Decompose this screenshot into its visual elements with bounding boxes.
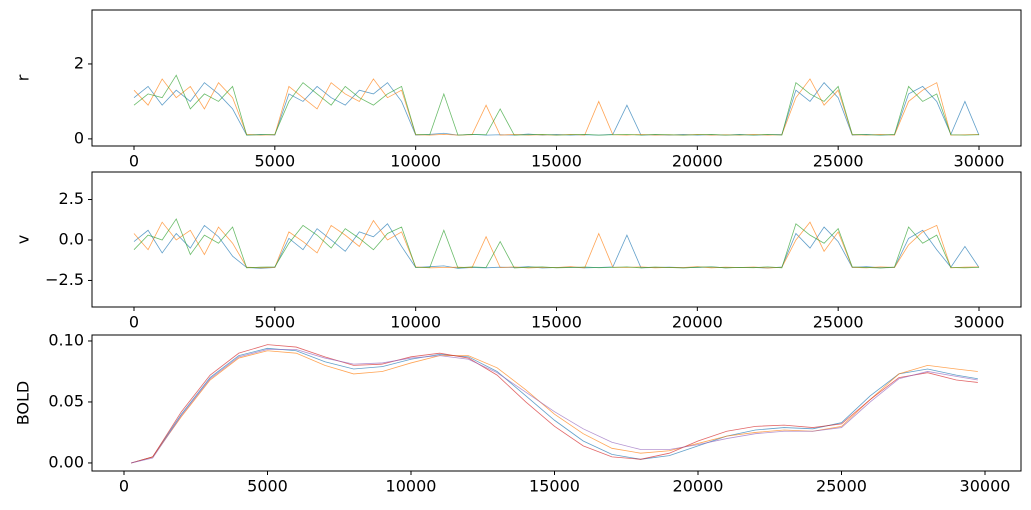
series-line (133, 219, 980, 269)
series-line (133, 223, 980, 269)
axes-frame (91, 9, 1022, 147)
series-line (131, 349, 978, 464)
x-tick-label: 20000 (673, 477, 724, 496)
x-tick-label: 0 (129, 313, 139, 332)
x-tick-label: 25000 (813, 152, 864, 171)
x-tick-label: 25000 (816, 477, 867, 496)
x-tick-label: 5000 (254, 313, 295, 332)
x-tick-label: 5000 (247, 477, 288, 496)
x-tick-label: 30000 (960, 477, 1011, 496)
y-axis-label: BOLD (14, 381, 33, 426)
y-tick-label: 0.10 (48, 330, 84, 349)
y-tick-label: 2 (74, 53, 84, 72)
x-tick-label: 15000 (531, 152, 582, 171)
series-line (133, 74, 980, 136)
x-tick-label: 0 (129, 152, 139, 171)
axes-frame (91, 334, 1022, 472)
x-tick-label: 15000 (529, 477, 580, 496)
x-tick-label: 30000 (954, 313, 1005, 332)
x-tick-label: 5000 (254, 152, 295, 171)
y-tick-label: 0.05 (48, 391, 84, 410)
series-line (131, 350, 978, 464)
x-tick-label: 10000 (390, 313, 441, 332)
series-line (133, 218, 980, 269)
y-tick-label: 0 (74, 128, 84, 147)
series-line (131, 344, 978, 464)
y-tick-label: 0.00 (48, 452, 84, 471)
x-tick-label: 20000 (672, 313, 723, 332)
series-line (133, 78, 980, 136)
axes-frame (91, 171, 1022, 308)
y-tick-label: 0.0 (59, 229, 84, 248)
y-axis-label: r (14, 74, 33, 81)
x-tick-label: 10000 (386, 477, 437, 496)
x-tick-label: 0 (119, 477, 129, 496)
y-tick-label: 2.5 (59, 189, 84, 208)
x-tick-label: 25000 (813, 313, 864, 332)
y-tick-label: −2.5 (45, 270, 84, 289)
series-line (131, 347, 978, 464)
series-line (133, 82, 980, 136)
x-tick-label: 15000 (531, 313, 582, 332)
x-tick-label: 20000 (672, 152, 723, 171)
y-axis-label: v (14, 235, 33, 244)
x-tick-label: 10000 (390, 152, 441, 171)
x-tick-label: 30000 (954, 152, 1005, 171)
